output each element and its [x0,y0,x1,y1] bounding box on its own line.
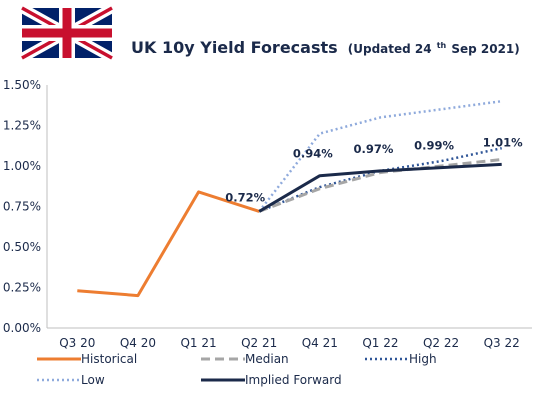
y-tick-label: 0.00% [3,321,41,335]
series-line-median [258,158,502,213]
legend-label-low: Low [81,373,105,387]
legend-label-historical: Historical [81,352,137,366]
data-label: 0.72% [225,190,265,204]
legend-label-high: High [409,352,437,366]
chart-subtitle-suffix: Sep 2021) [451,42,519,56]
legend-label-median: Median [245,352,289,366]
legend: Historical Median High Low Implied Forward [37,352,437,387]
series-line-high [258,146,502,213]
series-line-low [258,99,502,213]
data-labels: 0.72% 0.94% 0.97% 0.99% 1.01% [225,135,523,204]
series-lines [77,99,502,298]
data-label: 1.01% [483,135,523,149]
x-tick-label: Q4 21 [302,336,338,350]
x-tick-label: Q3 20 [59,336,95,350]
chart-title-line: UK 10y Yield Forecasts (Updated 24 th Se… [131,33,520,57]
data-label: 0.99% [414,139,454,153]
y-tick-label: 1.25% [3,119,41,133]
series-line-historical [77,190,260,298]
x-tick-label: Q3 22 [484,336,520,350]
chart-title: UK 10y Yield Forecasts [131,38,338,57]
y-tick-label: 0.50% [3,240,41,254]
y-tick-label: 0.75% [3,200,41,214]
y-tick-label: 1.00% [3,159,41,173]
series-line-implied-forward [258,162,502,213]
data-label: 0.94% [293,147,333,161]
x-tick-label: Q1 21 [180,336,216,350]
x-tick-label: Q2 21 [241,336,277,350]
y-axis: 0.00% 0.25% 0.50% 0.75% 1.00% 1.25% 1.50% [3,78,48,335]
x-axis: Q3 20 Q4 20 Q1 21 Q2 21 Q4 21 Q1 22 Q2 22 Q3 22 [47,327,532,350]
x-tick-label: Q1 22 [362,336,398,350]
y-tick-label: 0.25% [3,281,41,295]
chart-subtitle-sup: th [437,41,447,50]
data-label: 0.97% [353,142,393,156]
x-tick-label: Q4 20 [120,336,156,350]
y-tick-label: 1.50% [3,78,41,92]
x-tick-label: Q2 22 [423,336,459,350]
uk-flag-icon [19,3,115,63]
legend-label-implied-forward: Implied Forward [245,373,342,387]
chart-subtitle-prefix: (Updated 24 [348,42,432,56]
